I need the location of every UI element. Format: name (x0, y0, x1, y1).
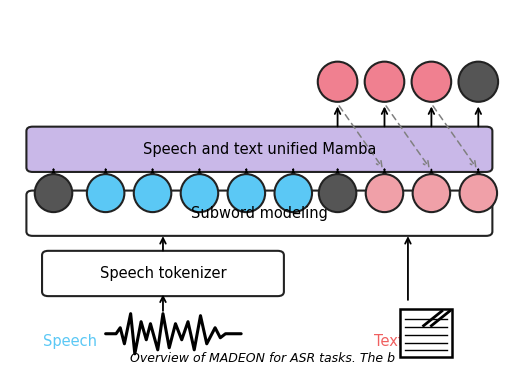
Ellipse shape (275, 174, 312, 212)
FancyBboxPatch shape (26, 127, 493, 172)
Ellipse shape (227, 174, 265, 212)
FancyBboxPatch shape (400, 309, 452, 357)
Ellipse shape (460, 174, 497, 212)
Ellipse shape (35, 174, 72, 212)
Ellipse shape (134, 174, 171, 212)
Ellipse shape (318, 62, 357, 102)
FancyBboxPatch shape (42, 251, 284, 296)
Text: Speech and text unified Mamba: Speech and text unified Mamba (143, 142, 376, 157)
Text: Subword modeling: Subword modeling (191, 206, 328, 221)
Ellipse shape (412, 174, 450, 212)
Ellipse shape (411, 62, 451, 102)
Text: Speech: Speech (43, 334, 97, 349)
Text: Overview of MADEON for ASR tasks. The b: Overview of MADEON for ASR tasks. The b (129, 352, 395, 365)
Ellipse shape (181, 174, 218, 212)
Ellipse shape (365, 62, 405, 102)
Text: Speech tokenizer: Speech tokenizer (100, 266, 226, 281)
Ellipse shape (87, 174, 124, 212)
FancyBboxPatch shape (26, 191, 493, 236)
Text: Text: Text (374, 334, 403, 349)
Ellipse shape (319, 174, 356, 212)
Ellipse shape (366, 174, 403, 212)
Ellipse shape (458, 62, 498, 102)
